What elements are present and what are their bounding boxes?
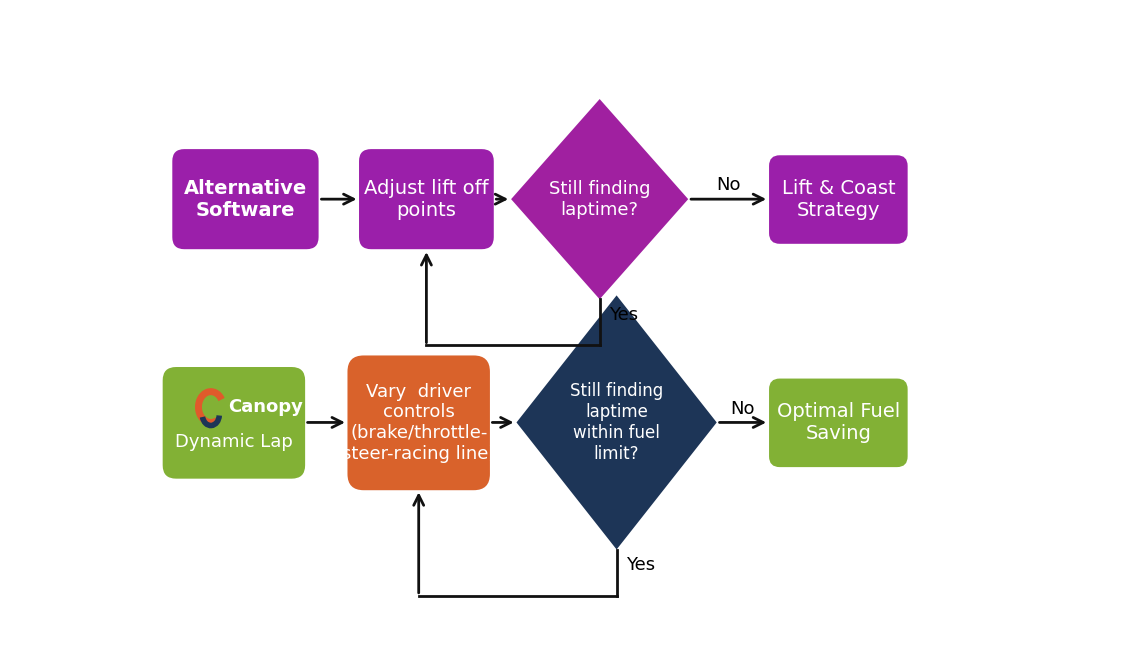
Polygon shape [516, 295, 717, 549]
Text: Alternative
Software: Alternative Software [184, 179, 307, 219]
FancyBboxPatch shape [348, 356, 490, 490]
Text: Yes: Yes [609, 306, 638, 324]
Text: Lift & Coast
Strategy: Lift & Coast Strategy [782, 179, 895, 220]
Text: Adjust lift off
points: Adjust lift off points [364, 179, 489, 219]
FancyBboxPatch shape [359, 149, 494, 249]
FancyBboxPatch shape [163, 367, 306, 479]
Text: Dynamic Lap: Dynamic Lap [174, 433, 293, 451]
FancyBboxPatch shape [770, 378, 907, 467]
Text: Yes: Yes [626, 556, 655, 574]
Polygon shape [511, 99, 689, 299]
FancyBboxPatch shape [770, 155, 907, 244]
Text: Vary  driver
controls
(brake/throttle-
steer-racing line): Vary driver controls (brake/throttle- st… [342, 382, 496, 463]
Text: No: No [731, 400, 755, 418]
Text: Optimal Fuel
Saving: Optimal Fuel Saving [776, 402, 899, 444]
Text: Still finding
laptime
within fuel
limit?: Still finding laptime within fuel limit? [570, 382, 663, 463]
Text: Canopy: Canopy [228, 398, 302, 416]
Text: No: No [716, 176, 741, 194]
FancyBboxPatch shape [172, 149, 318, 249]
Text: Still finding
laptime?: Still finding laptime? [548, 180, 651, 219]
